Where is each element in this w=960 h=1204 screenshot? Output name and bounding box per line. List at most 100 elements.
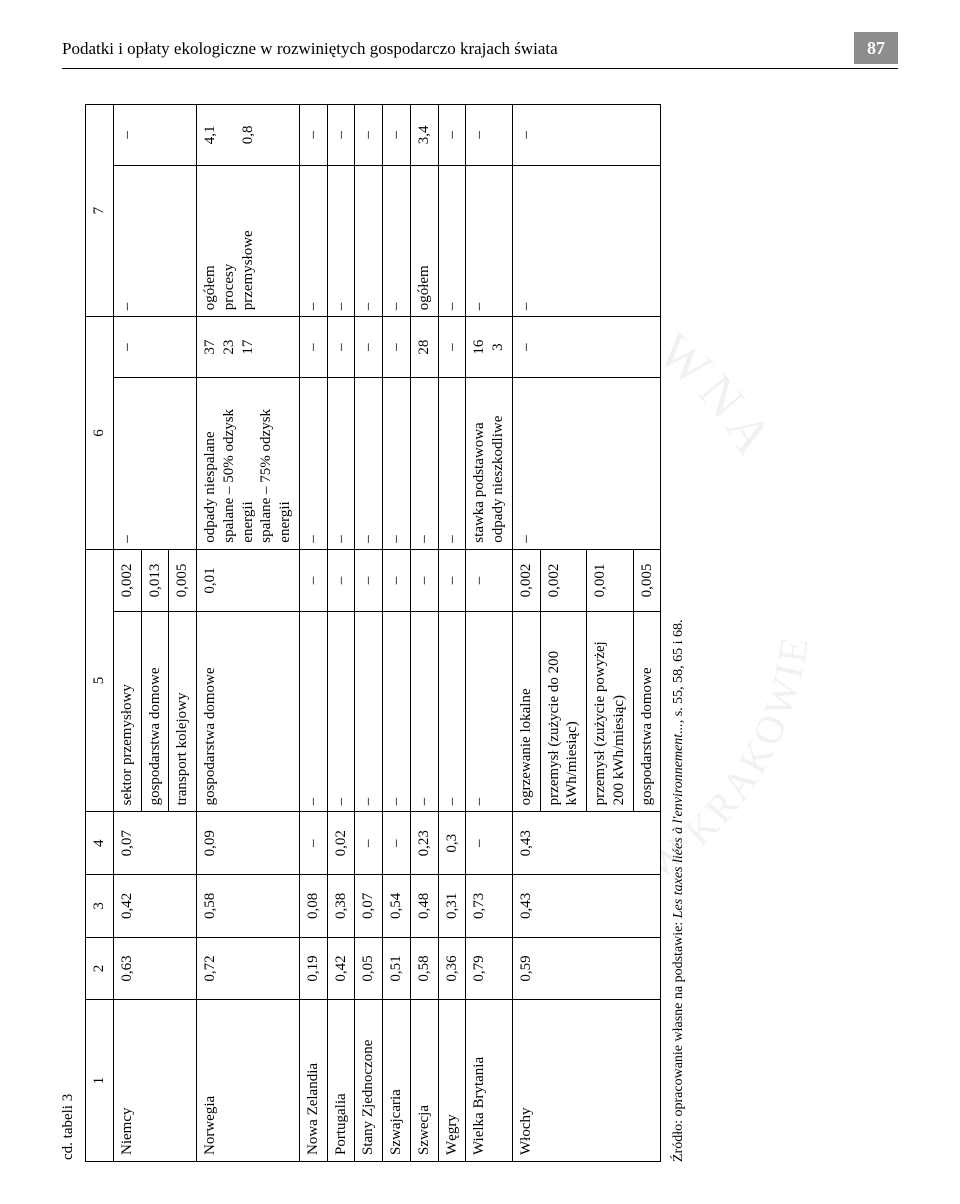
table-row: Portugalia0,420,380,02––––––: [327, 105, 355, 1162]
table-row: Włochy0,590,430,43ogrzewanie lokalne0,00…: [512, 105, 540, 1162]
value-cell: 0,73: [466, 875, 513, 938]
country-cell: Węgry: [438, 1000, 466, 1162]
col-num-4: 4: [86, 812, 114, 875]
sub-value-cell: –: [327, 549, 355, 612]
sub-value-cell: 0,002: [512, 549, 540, 612]
c7-label-cell: –: [512, 165, 661, 317]
value-cell: 0,63: [113, 937, 196, 1000]
c7-label-cell: –: [355, 165, 383, 317]
sub-label-cell: gospodarstwa domowe: [197, 612, 300, 812]
c7-num-cell: 4,10,8: [197, 105, 300, 166]
table-row: Niemcy0,630,420,07sektor przemysłowy0,00…: [113, 105, 141, 1162]
c7-num-cell: –: [466, 105, 513, 166]
running-title: Podatki i opłaty ekologiczne w rozwinięt…: [62, 39, 558, 59]
sub-value-cell: 0,005: [633, 549, 661, 612]
c7-num-cell: –: [327, 105, 355, 166]
c7-label-cell: –: [299, 165, 327, 317]
value-cell: 0,59: [512, 937, 661, 1000]
sub-value-cell: 0,013: [141, 549, 169, 612]
value-cell: –: [383, 812, 411, 875]
c6-label-cell: –: [113, 377, 196, 549]
value-cell: 0,23: [410, 812, 438, 875]
c6-num-cell: –: [355, 317, 383, 378]
value-cell: 0,3: [438, 812, 466, 875]
table-row: Stany Zjednoczone0,050,07–––––––: [355, 105, 383, 1162]
value-cell: 0,43: [512, 812, 661, 875]
sub-value-cell: –: [466, 549, 513, 612]
value-cell: 0,02: [327, 812, 355, 875]
c7-num-cell: –: [383, 105, 411, 166]
table-row: Wielka Brytania0,790,73–––stawka podstaw…: [466, 105, 513, 1162]
sub-label-cell: –: [410, 612, 438, 812]
sub-label-cell: –: [438, 612, 466, 812]
value-cell: 0,58: [410, 937, 438, 1000]
sub-label-cell: –: [383, 612, 411, 812]
c6-num-cell: –: [299, 317, 327, 378]
source-italic: Les taxes liées à l'environnement...: [671, 723, 686, 918]
sub-label-cell: przemysł (zużycie do 200 kWh/miesiąc): [540, 612, 587, 812]
country-cell: Szwecja: [410, 1000, 438, 1162]
sub-label-cell: –: [327, 612, 355, 812]
country-cell: Stany Zjednoczone: [355, 1000, 383, 1162]
c6-label-cell: –: [383, 377, 411, 549]
source-prefix: Źródło: opracowanie własne na podstawie:: [671, 918, 686, 1162]
value-cell: 0,19: [299, 937, 327, 1000]
c6-label-cell: stawka podstawowaodpady nieszkodliwe: [466, 377, 513, 549]
value-cell: 0,09: [197, 812, 300, 875]
c7-label-cell: ogółemprocesyprzemysłowe: [197, 165, 300, 317]
data-table: 1 2 3 4 5 6 7 Niemcy0,630,420,07sektor p…: [85, 104, 661, 1162]
c6-label-cell: –: [355, 377, 383, 549]
c6-label-cell: –: [299, 377, 327, 549]
country-cell: Nowa Zelandia: [299, 1000, 327, 1162]
col-num-1: 1: [86, 1000, 114, 1162]
c6-label-cell: odpady niespalanespalane – 50% odzysk en…: [197, 377, 300, 549]
col-num-6: 6: [86, 317, 114, 549]
table-row: Szwecja0,580,480,23–––28ogółem3,4: [410, 105, 438, 1162]
value-cell: 0,51: [383, 937, 411, 1000]
table-row: Szwajcaria0,510,54–––––––: [383, 105, 411, 1162]
sub-label-cell: –: [299, 612, 327, 812]
sub-label-cell: –: [355, 612, 383, 812]
c6-num-cell: 163: [466, 317, 513, 378]
c7-num-cell: –: [299, 105, 327, 166]
value-cell: 0,58: [197, 875, 300, 938]
sub-label-cell: przemysł (zużycie powyżej 200 kWh/miesią…: [587, 612, 634, 812]
c7-label-cell: –: [383, 165, 411, 317]
value-cell: 0,07: [113, 812, 196, 875]
sub-label-cell: –: [466, 612, 513, 812]
value-cell: 0,42: [327, 937, 355, 1000]
c7-label-cell: –: [466, 165, 513, 317]
country-cell: Włochy: [512, 1000, 661, 1162]
table-caption: cd. tabeli 3: [60, 102, 77, 1160]
c6-num-cell: –: [512, 317, 661, 378]
value-cell: 0,42: [113, 875, 196, 938]
value-cell: 0,79: [466, 937, 513, 1000]
country-cell: Portugalia: [327, 1000, 355, 1162]
c7-label-cell: –: [113, 165, 196, 317]
country-cell: Niemcy: [113, 1000, 196, 1162]
col-num-5: 5: [86, 549, 114, 812]
sub-value-cell: –: [438, 549, 466, 612]
c6-label-cell: –: [512, 377, 661, 549]
value-cell: 0,72: [197, 937, 300, 1000]
sub-value-cell: 0,001: [587, 549, 634, 612]
sub-label-cell: transport kolejowy: [169, 612, 197, 812]
value-cell: 0,05: [355, 937, 383, 1000]
value-cell: 0,54: [383, 875, 411, 938]
c6-label-cell: –: [327, 377, 355, 549]
col-num-7: 7: [86, 105, 114, 317]
c6-num-cell: –: [113, 317, 196, 378]
table-source: Źródło: opracowanie własne na podstawie:…: [671, 102, 687, 1162]
sub-value-cell: 0,002: [540, 549, 587, 612]
sub-value-cell: 0,002: [113, 549, 141, 612]
value-cell: –: [299, 812, 327, 875]
sub-label-cell: ogrzewanie lokalne: [512, 612, 540, 812]
sub-label-cell: gospodarstwa domowe: [633, 612, 661, 812]
value-cell: 0,08: [299, 875, 327, 938]
value-cell: 0,31: [438, 875, 466, 938]
value-cell: 0,38: [327, 875, 355, 938]
table-row: Norwegia0,720,580,09gospodarstwa domowe0…: [197, 105, 300, 1162]
c6-num-cell: 372317: [197, 317, 300, 378]
c6-num-cell: –: [438, 317, 466, 378]
page-number: 87: [854, 32, 898, 64]
